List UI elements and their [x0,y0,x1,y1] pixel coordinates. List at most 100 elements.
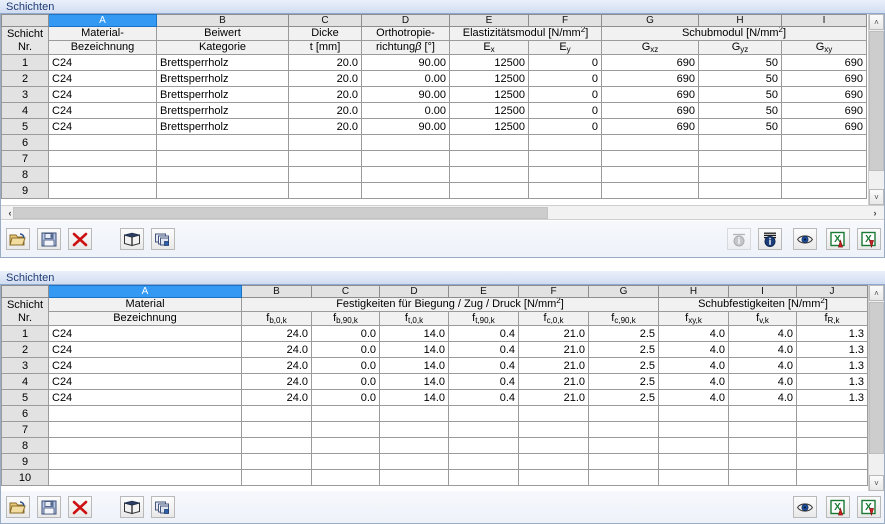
grid-cell[interactable] [48,405,242,422]
grid-cell[interactable] [698,182,782,199]
grid-cell[interactable] [601,150,699,167]
grid-cell[interactable]: 690 [601,102,699,119]
row-number[interactable]: 8 [1,166,49,183]
column-letter-F[interactable]: F [528,14,602,27]
grid-cell[interactable] [528,134,602,151]
scroll-right-arrow[interactable]: › [873,207,877,218]
grid-cell[interactable]: C24 [48,70,157,87]
grid-cell[interactable]: 0.4 [448,325,519,342]
grid-corner[interactable] [1,285,49,298]
grid-cell[interactable] [448,421,519,438]
grid-cell[interactable]: 21.0 [518,389,589,406]
grid-cell[interactable] [588,469,659,486]
row-number[interactable]: 3 [1,86,49,103]
grid-cell[interactable] [796,453,868,470]
grid-cell[interactable] [658,453,729,470]
grid-cell[interactable] [528,166,602,183]
grid-cell[interactable] [48,469,242,486]
view-button[interactable] [793,228,817,250]
column-letter-D[interactable]: D [379,285,449,298]
grid-cell[interactable]: 4.0 [658,341,729,358]
grid-cell[interactable]: 20.0 [288,118,362,135]
row-number[interactable]: 6 [1,405,49,422]
grid-cell[interactable] [288,166,362,183]
grid-cell[interactable]: Brettsperrholz [156,70,289,87]
grid-cell[interactable]: 24.0 [241,341,312,358]
row-number[interactable]: 9 [1,182,49,199]
column-letter-C[interactable]: C [311,285,380,298]
grid-cell[interactable] [518,453,589,470]
grid-cell[interactable]: C24 [48,325,242,342]
grid-cell[interactable] [601,166,699,183]
grid-cell[interactable] [728,405,797,422]
grid-cell[interactable]: 90.00 [361,118,450,135]
grid-cell[interactable]: 0.0 [311,373,380,390]
row-number[interactable]: 4 [1,373,49,390]
grid-cell[interactable]: 50 [698,118,782,135]
grid-cell[interactable] [449,150,529,167]
grid-cell[interactable]: 50 [698,86,782,103]
grid-cell[interactable]: 20.0 [288,54,362,71]
open-folder-button[interactable] [6,496,30,518]
grid-cell[interactable]: 20.0 [288,86,362,103]
column-letter-I[interactable]: I [781,14,867,27]
grid-cell[interactable] [311,437,380,454]
grid-cell[interactable] [448,405,519,422]
grid-cell[interactable]: 0.4 [448,357,519,374]
grid-cell[interactable]: Brettsperrholz [156,102,289,119]
grid-cell[interactable] [241,453,312,470]
grid-cell[interactable]: 4.0 [728,373,797,390]
grid-cell[interactable] [588,405,659,422]
grid-cell[interactable] [449,134,529,151]
grid-cell[interactable]: 14.0 [379,341,449,358]
row-number[interactable]: 9 [1,453,49,470]
grid-cell[interactable]: C24 [48,118,157,135]
info-disabled-button[interactable] [727,228,751,250]
grid-cell[interactable] [311,421,380,438]
grid-cell[interactable] [449,182,529,199]
grid-cell[interactable]: C24 [48,357,242,374]
grid-cell[interactable]: 2.5 [588,373,659,390]
column-letter-I[interactable]: I [728,285,797,298]
grid-cell[interactable] [658,405,729,422]
row-number[interactable]: 2 [1,70,49,87]
grid-cell[interactable]: Brettsperrholz [156,118,289,135]
grid-cell[interactable]: 0.0 [311,325,380,342]
grid-cell[interactable] [311,469,380,486]
strength-grid[interactable]: A B C D E F G H I J Schicht Nr. Material Festigkeiten… [1,285,868,491]
grid-cell[interactable] [288,150,362,167]
scroll-up-arrow[interactable]: ˄ [869,285,884,301]
grid-cell[interactable]: C24 [48,341,242,358]
grid-cell[interactable]: 21.0 [518,373,589,390]
grid-cell[interactable]: 12500 [449,54,529,71]
column-letter-E[interactable]: E [449,14,529,27]
scroll-down-arrow[interactable]: ˅ [869,475,884,491]
grid-cell[interactable]: 21.0 [518,325,589,342]
grid-cell[interactable]: 0.0 [311,389,380,406]
scroll-down-arrow[interactable]: ˅ [869,189,884,205]
grid-cell[interactable]: Brettsperrholz [156,54,289,71]
grid-cell[interactable]: C24 [48,102,157,119]
grid-cell[interactable]: 4.0 [658,389,729,406]
grid-cell[interactable]: 50 [698,54,782,71]
grid-corner[interactable] [1,14,49,27]
row-number[interactable]: 1 [1,54,49,71]
grid-cell[interactable]: 14.0 [379,389,449,406]
grid-cell[interactable] [796,421,868,438]
grid-cell[interactable] [361,166,450,183]
grid-cell[interactable] [698,166,782,183]
column-letter-A[interactable]: A [48,14,157,27]
grid-cell[interactable] [288,182,362,199]
grid-cell[interactable]: 21.0 [518,357,589,374]
grid-cell[interactable] [241,469,312,486]
grid-cell[interactable] [781,150,867,167]
library-button[interactable] [120,228,144,250]
grid-cell[interactable] [361,150,450,167]
grid-cell[interactable] [588,437,659,454]
grid-cell[interactable] [379,453,449,470]
material-grid[interactable]: A B C D E F G H I Schicht Nr. Material- Beiwert Dicke… [1,14,868,205]
grid-cell[interactable] [781,166,867,183]
grid-cell[interactable] [361,134,450,151]
grid-cell[interactable] [361,182,450,199]
view-button[interactable] [793,496,817,518]
